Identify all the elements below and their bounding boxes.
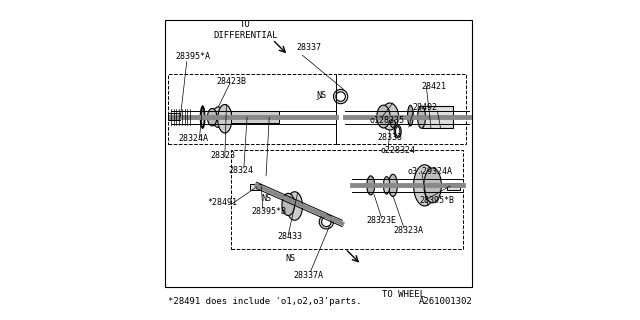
Bar [164, 20, 472, 287]
Text: *28491 does include 'o1,o2,o3'parts.: *28491 does include 'o1,o2,o3'parts. [168, 297, 361, 306]
Text: o228324: o228324 [380, 146, 415, 155]
Ellipse shape [201, 107, 204, 127]
Bar [250, 184, 261, 190]
Text: TO WHEEL: TO WHEEL [382, 290, 425, 299]
Text: 28421: 28421 [422, 82, 447, 91]
Text: NS: NS [317, 91, 327, 100]
Ellipse shape [207, 108, 217, 126]
Bar [231, 111, 279, 123]
Ellipse shape [333, 89, 348, 104]
Text: *28491: *28491 [207, 198, 237, 207]
Ellipse shape [377, 105, 390, 128]
Text: NS: NS [285, 254, 295, 263]
Text: 28395*B: 28395*B [420, 196, 455, 205]
Ellipse shape [336, 92, 346, 101]
Text: 28323A: 28323A [393, 226, 423, 235]
Ellipse shape [218, 105, 232, 133]
Ellipse shape [413, 165, 436, 206]
Ellipse shape [321, 217, 331, 227]
Ellipse shape [319, 215, 333, 229]
Ellipse shape [424, 168, 442, 203]
Text: 28333: 28333 [377, 133, 402, 142]
Text: 28395*B: 28395*B [252, 207, 287, 216]
Text: NS: NS [261, 194, 271, 203]
Bar [231, 150, 463, 249]
Text: TO
DIFFERENTIAL: TO DIFFERENTIAL [213, 20, 278, 40]
Bar [336, 74, 466, 144]
Text: o3.29324A: o3.29324A [407, 167, 452, 176]
Text: A261001302: A261001302 [419, 297, 472, 306]
Ellipse shape [367, 176, 375, 195]
Text: 28423B: 28423B [217, 77, 247, 86]
Text: o128335: o128335 [369, 116, 404, 125]
Bar [447, 183, 460, 190]
Text: 28433: 28433 [277, 232, 302, 241]
Ellipse shape [200, 106, 205, 128]
Ellipse shape [282, 193, 294, 215]
Ellipse shape [394, 125, 401, 138]
Ellipse shape [383, 177, 390, 194]
Bar [168, 74, 336, 144]
Text: 28395*A: 28395*A [175, 52, 211, 61]
Text: 28492: 28492 [412, 103, 437, 112]
Ellipse shape [388, 174, 397, 196]
Ellipse shape [408, 105, 413, 126]
Text: 28337A: 28337A [293, 271, 323, 280]
Ellipse shape [396, 127, 400, 136]
Text: 28324A: 28324A [179, 134, 209, 143]
Ellipse shape [381, 103, 399, 130]
Text: 28323: 28323 [211, 151, 236, 160]
Ellipse shape [417, 106, 426, 128]
Bar [422, 106, 453, 128]
Bar [168, 113, 180, 120]
Ellipse shape [212, 107, 225, 127]
Ellipse shape [287, 192, 303, 220]
Ellipse shape [390, 120, 396, 127]
Text: 28324: 28324 [228, 166, 253, 175]
Text: 28323E: 28323E [366, 216, 396, 225]
Text: 28337: 28337 [296, 43, 321, 52]
